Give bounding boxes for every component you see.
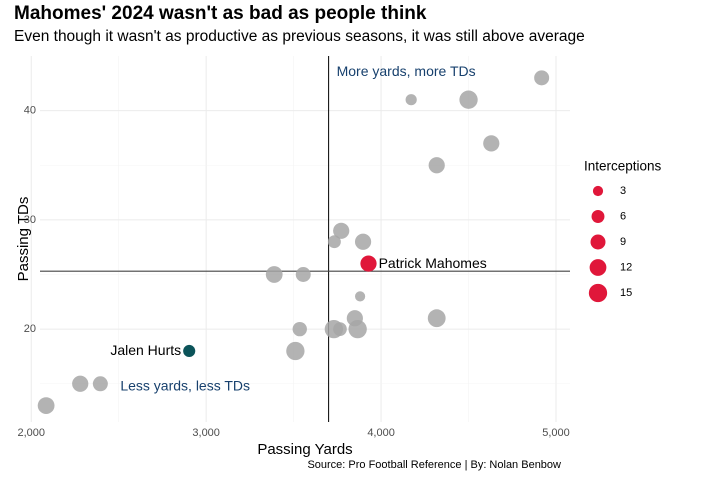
data-point: [286, 341, 305, 361]
quadrant-label-lower-left: Less yards, less TDs: [120, 378, 250, 394]
y-tick-label: 30: [24, 214, 36, 226]
data-point: [295, 267, 311, 283]
legend-key-label: 3: [620, 185, 626, 197]
x-tick-label: 2,000: [17, 427, 45, 439]
legend-key-marker: [589, 259, 607, 276]
point-label-patrick-mahomes: Patrick Mahomes: [379, 255, 487, 271]
chart-caption: Source: Pro Football Reference | By: Nol…: [307, 459, 561, 471]
data-point: [355, 291, 366, 302]
data-point: [37, 397, 55, 414]
legend-key-marker: [592, 185, 604, 197]
data-point: [327, 235, 341, 249]
x-tick-label: 3,000: [192, 427, 220, 439]
data-point: [459, 90, 478, 109]
legend-key-label: 12: [620, 261, 632, 273]
y-axis-title: Passing TDs: [15, 197, 32, 282]
data-point: [534, 70, 550, 86]
legend: Interceptions 3 6 9 12 15: [584, 159, 662, 303]
grid-lines: [30, 56, 570, 422]
point-labels: Jalen Hurts Patrick Mahomes More yards, mo…: [110, 63, 486, 394]
point-label-jalen-hurts: Jalen Hurts: [110, 342, 181, 358]
y-tick-label: 40: [24, 105, 36, 117]
data-points: [37, 70, 550, 414]
legend-key-label: 9: [620, 236, 626, 248]
data-point-patrick-mahomes: [360, 255, 377, 272]
axes: 2,000 3,000 4,000 5,000 20 30 40 Passing Yards P…: [15, 105, 570, 458]
data-point: [428, 157, 445, 174]
data-point: [348, 319, 367, 339]
data-point: [292, 321, 307, 337]
data-point-jalen-hurts: [183, 344, 196, 358]
data-point: [405, 94, 417, 106]
chart-title: Mahomes' 2024 wasn't as bad as people th…: [14, 3, 427, 24]
legend-title: Interceptions: [584, 159, 662, 174]
legend-key-label: 6: [620, 210, 626, 222]
legend-key-marker: [590, 234, 606, 250]
data-point: [72, 375, 89, 392]
legend-key-label: 15: [620, 287, 632, 299]
data-point: [333, 222, 350, 239]
chart-subtitle: Even though it wasn't as productive as p…: [14, 28, 585, 45]
legend-key-marker: [588, 283, 608, 303]
x-axis-title: Passing Yards: [257, 441, 352, 458]
legend-key-marker: [591, 210, 605, 223]
data-point: [427, 309, 446, 328]
data-point: [354, 233, 372, 250]
data-point: [92, 376, 108, 392]
data-point: [333, 322, 347, 336]
y-tick-label: 20: [24, 323, 36, 335]
quadrant-label-upper-right: More yards, more TDs: [337, 63, 476, 79]
x-tick-label: 5,000: [542, 427, 570, 439]
data-point: [265, 266, 283, 283]
data-point: [483, 135, 500, 152]
x-tick-label: 4,000: [367, 427, 395, 439]
